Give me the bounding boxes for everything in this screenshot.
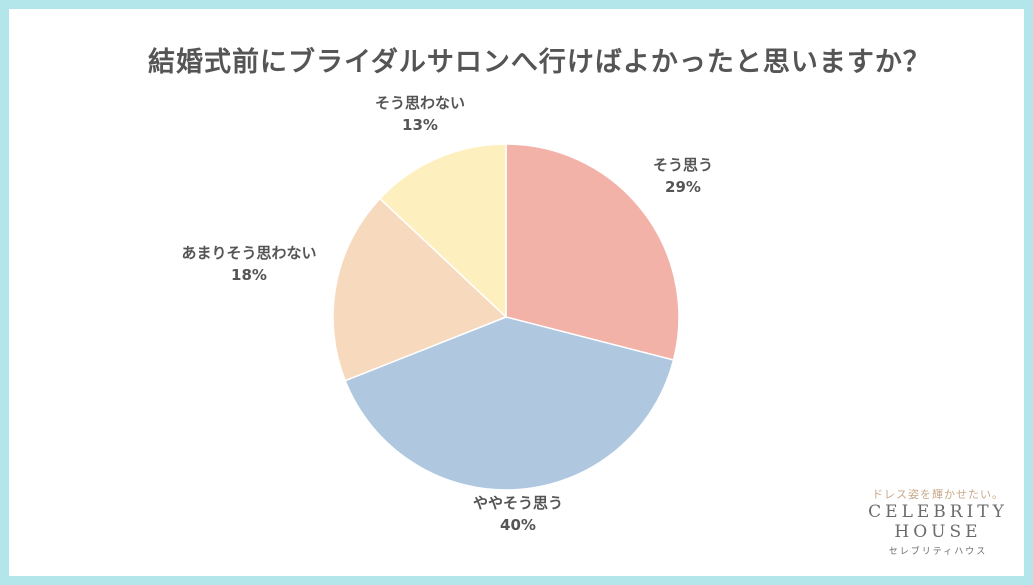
logo-line1: CELEBRITY — [868, 502, 1008, 522]
logo-tagline: ドレス姿を輝かせたい。 — [872, 488, 1004, 501]
slice-label-2: ややそう思う — [473, 494, 563, 512]
pie-slice-3 — [332, 197, 508, 382]
slice-value-2: 40% — [500, 516, 536, 534]
slice-value-1: 29% — [665, 178, 701, 196]
logo-line2: HOUSE — [894, 522, 982, 542]
pie-slice-1 — [505, 143, 680, 361]
slice-label-4: そう思わない — [375, 94, 465, 112]
logo-sub: セレブリティハウス — [888, 547, 988, 557]
pie-slice-2 — [344, 316, 675, 491]
pie-slice-4 — [378, 143, 507, 319]
slice-value-3: 18% — [231, 266, 267, 284]
slice-label-3: あまりそう思わない — [181, 244, 316, 262]
chart-title: 結婚式前にブライダルサロンへ行けばよかったと思いますか？ — [148, 47, 931, 78]
brand-logo: ドレス姿を輝かせたい。 CELEBRITY HOUSE セレブリティハウス — [860, 486, 1016, 557]
slice-value-4: 13% — [402, 116, 438, 134]
slice-label-1: そう思う — [653, 156, 713, 174]
